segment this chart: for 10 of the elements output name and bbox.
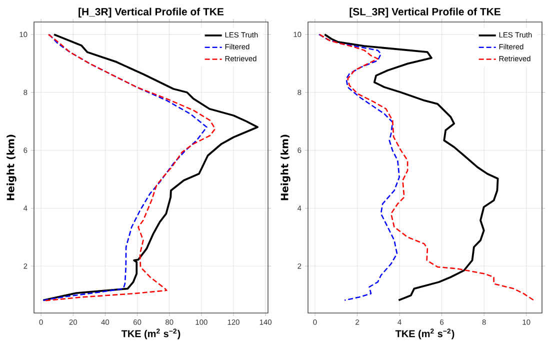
line-series xyxy=(318,34,534,301)
line-series xyxy=(42,34,259,302)
line-series xyxy=(318,34,400,301)
line-series xyxy=(324,34,499,302)
y-axis-title: Height (km) xyxy=(6,134,16,200)
x-axis-title: TKE (m$^{2}$ s$^{−2}$) xyxy=(395,328,454,340)
x-axis-title: TKE (m$^{2}$ s$^{−2}$) xyxy=(121,328,180,340)
y-axis-title: Height (km) xyxy=(280,134,290,200)
chart-title: [SL_3R] Vertical Profile of TKE xyxy=(350,8,500,18)
chart-title: [H_3R] Vertical Profile of TKE xyxy=(78,8,224,18)
